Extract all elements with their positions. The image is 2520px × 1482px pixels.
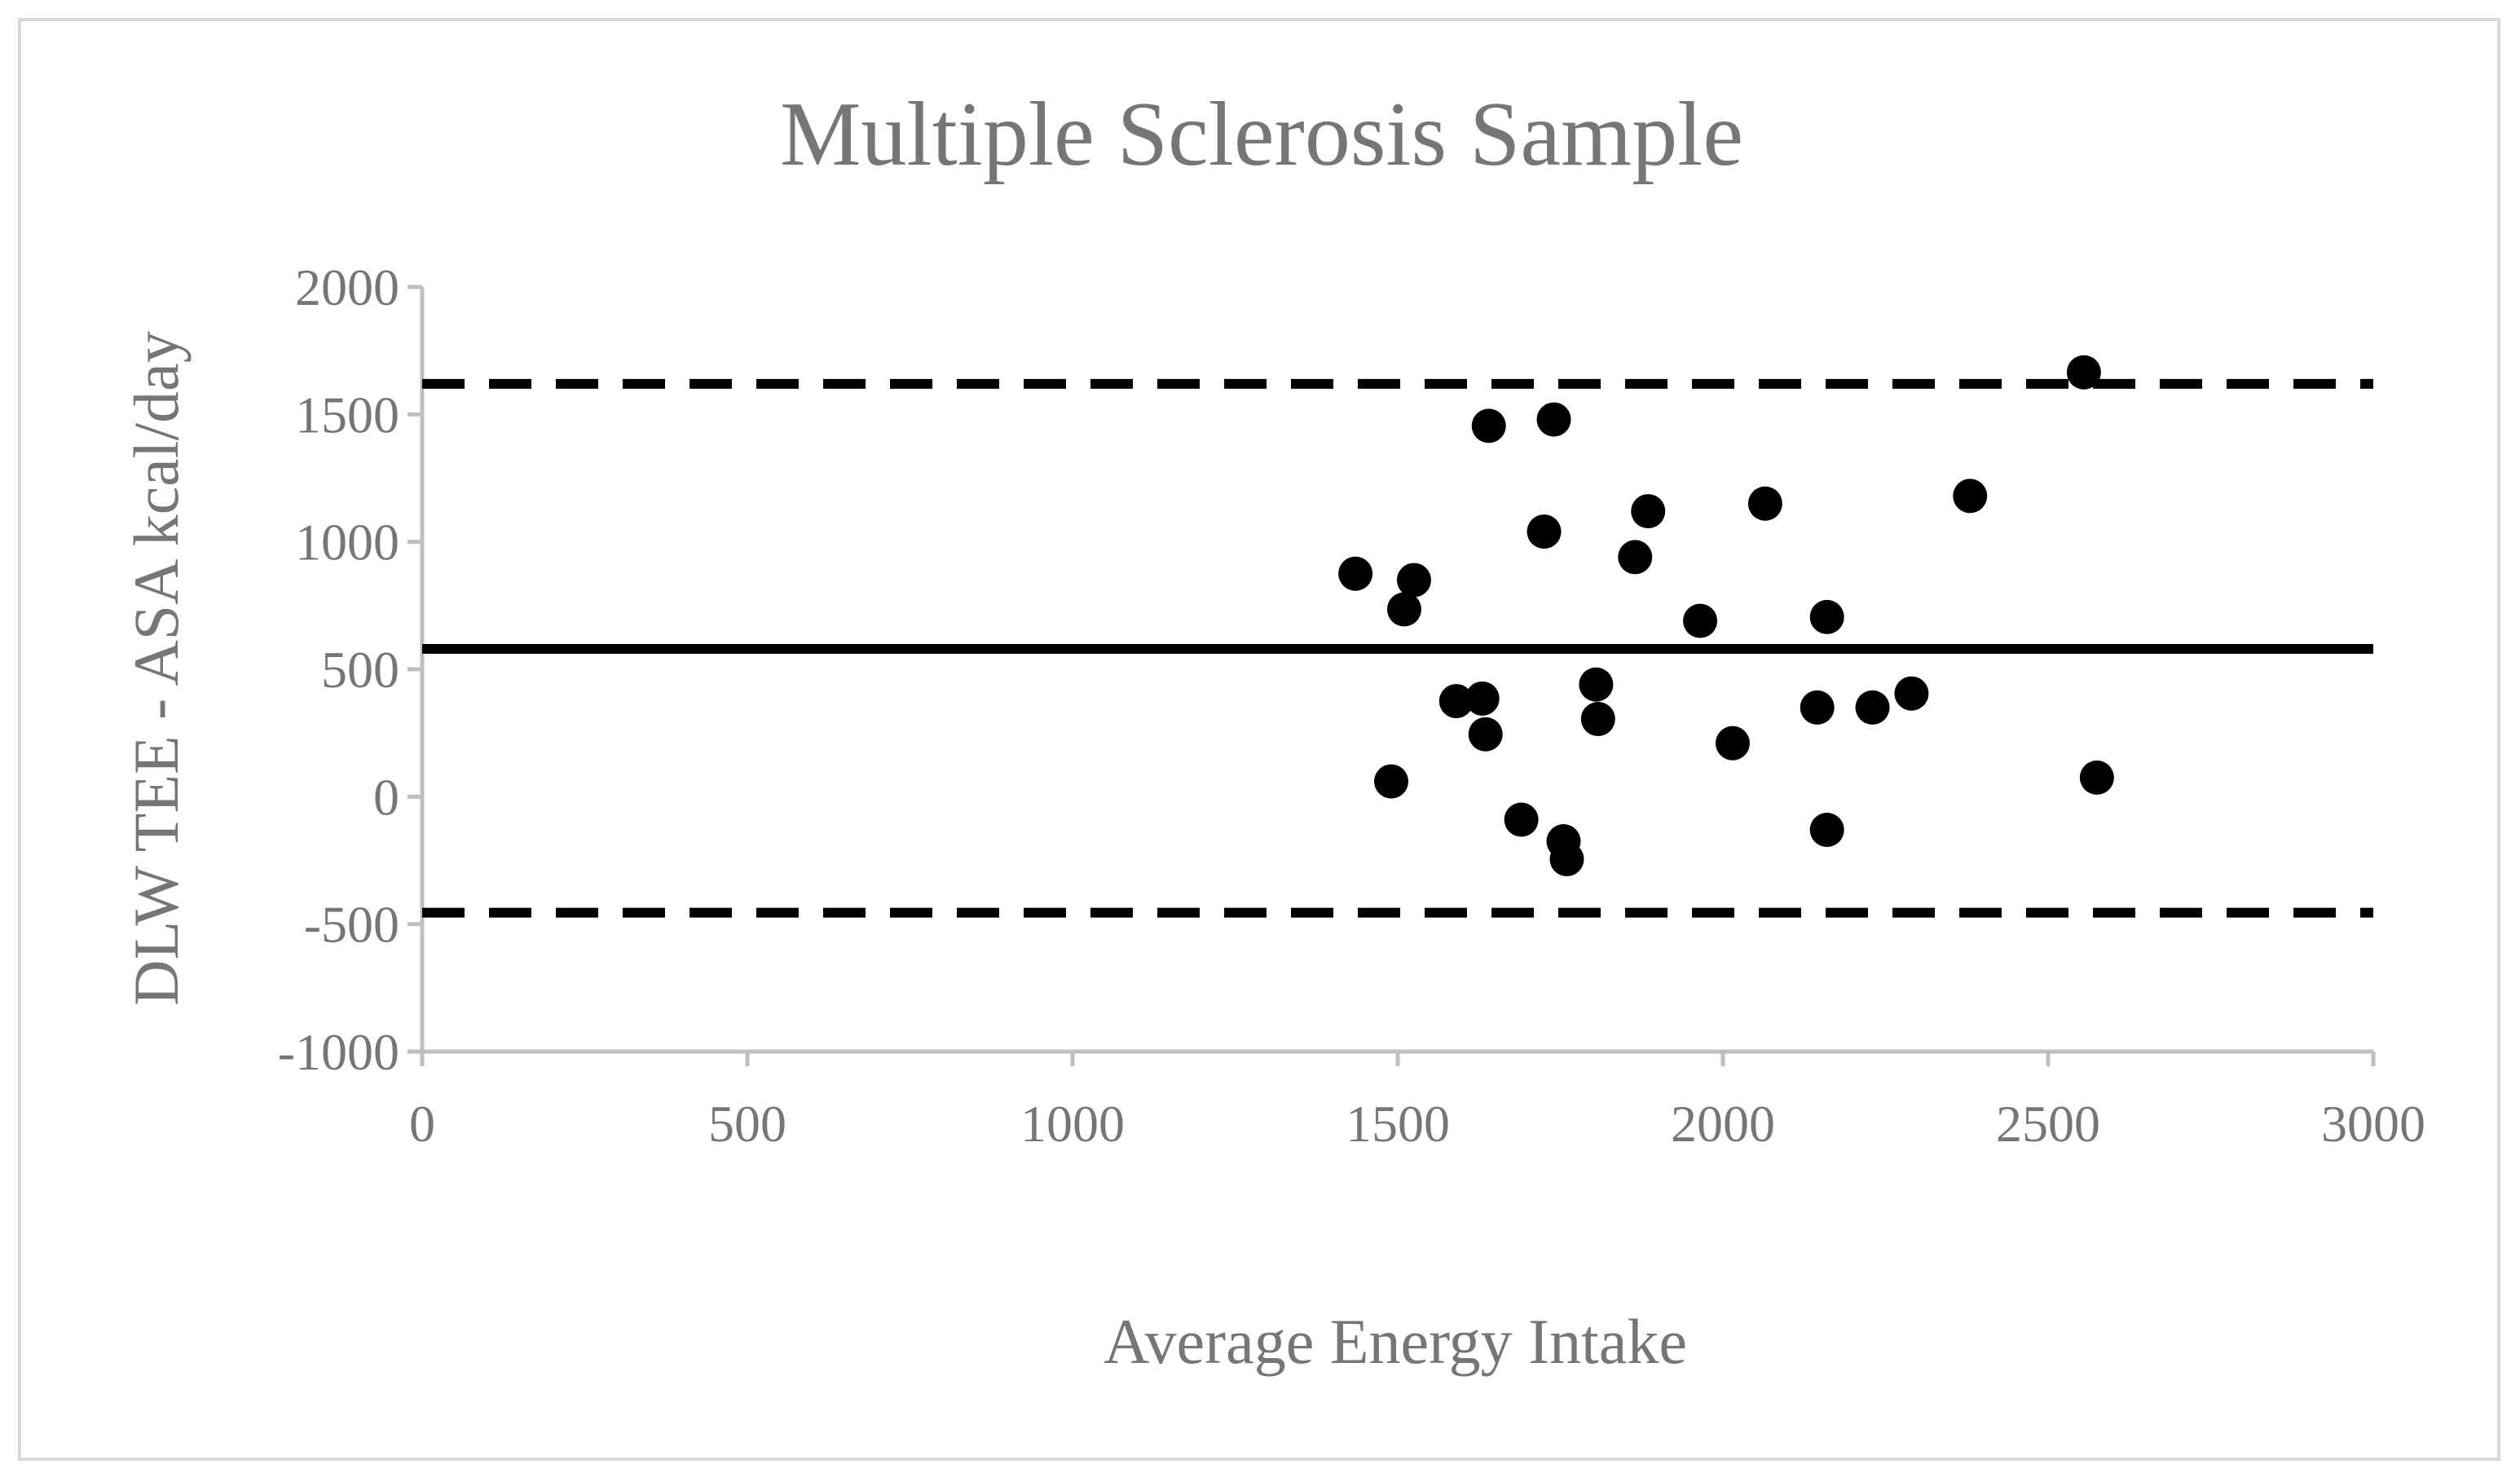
- data-point: [1471, 408, 1506, 443]
- data-point: [1374, 764, 1409, 799]
- data-point: [1800, 690, 1835, 725]
- data-point: [1338, 556, 1373, 591]
- data-point: [1894, 676, 1929, 711]
- y-tick-label: 500: [321, 641, 399, 699]
- y-ticks: -1000 -500 0 500 1000 1500 2000: [278, 258, 422, 1081]
- data-point: [2079, 760, 2114, 795]
- x-ticks: 0 500 1000 1500 2000 2500 3000: [409, 1052, 2425, 1153]
- y-tick-label: 0: [373, 768, 399, 826]
- chart-frame: [18, 18, 2500, 1461]
- data-points: [1338, 355, 2114, 876]
- x-tick-label: 500: [708, 1095, 786, 1153]
- y-tick-label: 1000: [295, 514, 399, 571]
- data-point: [1438, 684, 1474, 719]
- data-point: [1504, 802, 1539, 837]
- chart-title: Multiple Sclerosis Sample: [780, 84, 1743, 185]
- data-point: [1631, 494, 1666, 529]
- x-tick-label: 1500: [1346, 1095, 1450, 1153]
- data-point: [1809, 599, 1844, 634]
- data-point: [1683, 603, 1718, 638]
- x-tick-label: 3000: [2321, 1095, 2425, 1153]
- data-point: [1747, 486, 1782, 521]
- data-point: [2066, 355, 2101, 390]
- x-tick-label: 2000: [1671, 1095, 1775, 1153]
- data-point: [1855, 690, 1890, 725]
- data-point: [1580, 701, 1615, 736]
- data-point: [1386, 592, 1421, 627]
- data-point: [1396, 562, 1431, 598]
- y-axis-title: DLW TEE - ASA kcal/day: [121, 331, 192, 1006]
- data-point: [1579, 667, 1614, 702]
- reference-lines: [422, 378, 2373, 918]
- data-point: [1953, 479, 1988, 514]
- y-tick-label: -1000: [278, 1023, 399, 1081]
- y-tick-label: 1500: [295, 386, 399, 443]
- data-point: [1527, 514, 1562, 549]
- x-tick-label: 2500: [1996, 1095, 2100, 1153]
- data-point: [1536, 402, 1571, 437]
- data-point: [1618, 540, 1653, 575]
- y-tick-label: 2000: [295, 258, 399, 316]
- y-tick-label: -500: [304, 896, 399, 954]
- data-point: [1465, 681, 1500, 716]
- axes: [420, 287, 2373, 1054]
- x-tick-label: 1000: [1020, 1095, 1125, 1153]
- data-point: [1549, 841, 1584, 876]
- data-point: [1715, 726, 1750, 761]
- x-tick-label: 0: [409, 1095, 435, 1153]
- x-axis-title: Average Energy Intake: [1104, 1306, 1687, 1377]
- data-point: [1809, 812, 1844, 847]
- data-point: [1468, 717, 1503, 752]
